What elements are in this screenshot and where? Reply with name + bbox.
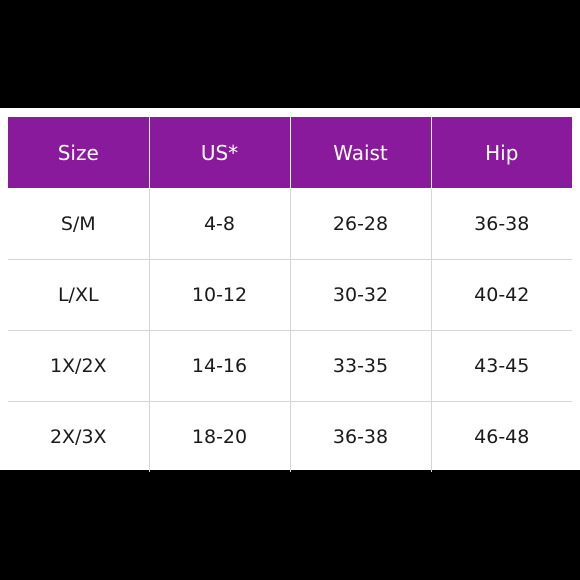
size-cell: S/M (8, 188, 150, 260)
waist-cell: 26-28 (289, 188, 432, 260)
hip-cell: 46-48 (430, 401, 572, 472)
us-cell: 10-12 (148, 259, 291, 331)
waist-cell: 33-35 (289, 330, 432, 402)
header-hip: Hip (430, 117, 572, 189)
table-body: S/M 4-8 26-28 36-38 L/XL 10-12 30-32 40-… (8, 188, 572, 472)
size-cell: 2X/3X (8, 401, 150, 472)
size-cell: 1X/2X (8, 330, 150, 402)
us-cell: 18-20 (148, 401, 291, 472)
hip-cell: 40-42 (430, 259, 572, 331)
us-cell: 14-16 (148, 330, 291, 402)
hip-cell: 43-45 (430, 330, 572, 402)
size-cell: L/XL (8, 259, 150, 331)
header-size: Size (8, 117, 150, 189)
header-row: Size US* Waist Hip (8, 117, 572, 189)
header-us: US* (148, 117, 291, 189)
table-row: S/M 4-8 26-28 36-38 (8, 188, 572, 260)
us-cell: 4-8 (148, 188, 291, 260)
waist-cell: 30-32 (289, 259, 432, 331)
header-waist: Waist (289, 117, 432, 189)
table-row: L/XL 10-12 30-32 40-42 (8, 259, 572, 331)
table-header: Size US* Waist Hip (8, 117, 572, 189)
table-row: 2X/3X 18-20 36-38 46-48 (8, 401, 572, 472)
table-row: 1X/2X 14-16 33-35 43-45 (8, 330, 572, 402)
hip-cell: 36-38 (430, 188, 572, 260)
waist-cell: 36-38 (289, 401, 432, 472)
size-chart-table: Size US* Waist Hip S/M 4-8 26-28 36-38 L… (8, 117, 572, 472)
